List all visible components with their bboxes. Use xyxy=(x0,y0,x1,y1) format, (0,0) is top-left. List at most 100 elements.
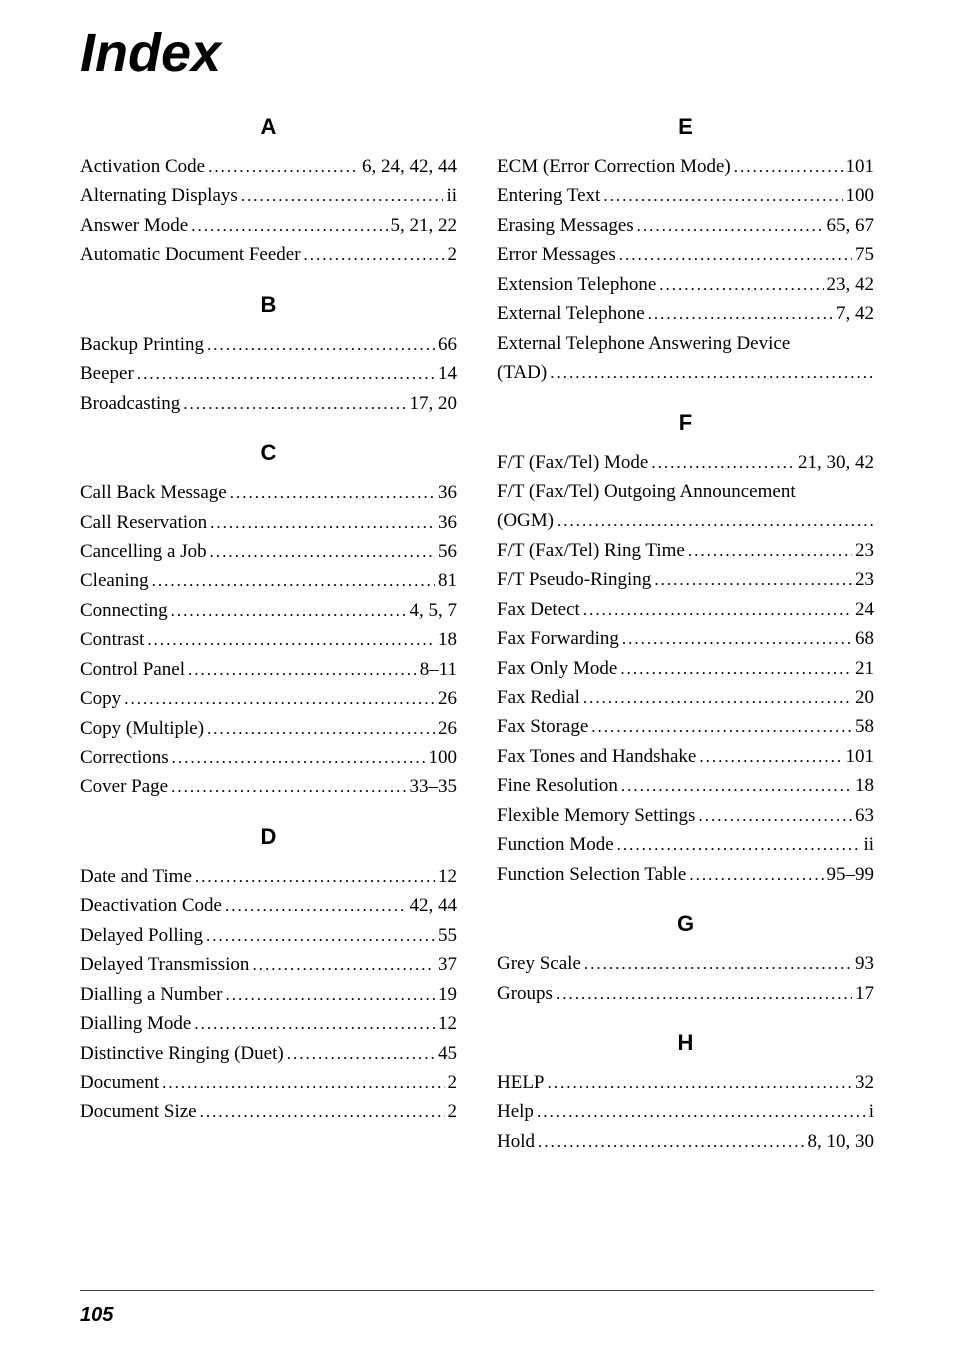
index-entry-label: Grey Scale xyxy=(497,949,581,978)
index-entry-label: Fax Storage xyxy=(497,712,588,741)
index-entry-page: 68 xyxy=(855,624,874,653)
index-entry-page: 8, 10, 30 xyxy=(808,1127,875,1156)
leader-dots xyxy=(550,360,874,386)
index-entry: Document2 xyxy=(80,1068,457,1097)
index-entry-label: Call Back Message xyxy=(80,478,227,507)
index-entry: Erasing Messages65, 67 xyxy=(497,211,874,240)
section-heading-f: F xyxy=(497,410,874,436)
index-entry-wrap-e: External Telephone Answering Device (TAD… xyxy=(497,329,874,388)
leader-dots xyxy=(206,923,435,949)
leader-dots xyxy=(287,1041,435,1067)
index-entry-page: 100 xyxy=(429,743,458,772)
index-entry: Fax Storage58 xyxy=(497,712,874,741)
leader-dots xyxy=(654,567,852,593)
index-entry: Activation Code6, 24, 42, 44 xyxy=(80,152,457,181)
index-entry-page: 32 xyxy=(855,1068,874,1097)
index-entry-label: Function Mode xyxy=(497,830,614,859)
index-entry: Cancelling a Job56 xyxy=(80,537,457,566)
index-entry: Corrections100 xyxy=(80,743,457,772)
index-entry-page: ii xyxy=(446,181,457,210)
index-entry: F/T Pseudo-Ringing23 xyxy=(497,565,874,594)
index-entry: Fax Redial20 xyxy=(497,683,874,712)
section-b-entries: Backup Printing66Beeper14Broadcasting17,… xyxy=(80,330,457,418)
index-entry-page: 26 xyxy=(438,684,457,713)
index-entry-label: Backup Printing xyxy=(80,330,204,359)
leader-dots xyxy=(225,982,435,1008)
index-entry-page: 45 xyxy=(438,1039,457,1068)
index-entry-page: 2 xyxy=(448,1097,458,1126)
leader-dots xyxy=(699,744,842,770)
index-entry-label: Contrast xyxy=(80,625,144,654)
index-entry-page: 20 xyxy=(855,683,874,712)
index-entry-label: Flexible Memory Settings xyxy=(497,801,695,830)
index-entry-label: F/T Pseudo-Ringing xyxy=(497,565,651,594)
index-entry: Function Modeii xyxy=(497,830,874,859)
left-column: A Activation Code6, 24, 42, 44Alternatin… xyxy=(80,114,457,1156)
section-heading-d: D xyxy=(80,824,457,850)
leader-dots xyxy=(583,597,852,623)
index-entry-page: 81 xyxy=(438,566,457,595)
index-entry: Answer Mode5, 21, 22 xyxy=(80,211,457,240)
index-entry-label: Fax Tones and Handshake xyxy=(497,742,696,771)
index-entry-label: Erasing Messages xyxy=(497,211,634,240)
index-entry: Contrast 18 xyxy=(80,625,457,654)
leader-dots xyxy=(583,685,852,711)
section-c-entries: Call Back Message36Call Reservation36Can… xyxy=(80,478,457,802)
footer-rule xyxy=(80,1290,874,1291)
index-entry: ECM (Error Correction Mode)101 xyxy=(497,152,874,181)
leader-dots xyxy=(207,332,435,358)
index-entry-page: 2 xyxy=(448,1068,458,1097)
index-entry-label: Fine Resolution xyxy=(497,771,618,800)
index-entry-page: 18 xyxy=(438,625,457,654)
index-entry-sublabel: (OGM) xyxy=(497,506,554,535)
index-entry-label: Date and Time xyxy=(80,862,192,891)
index-entry: Groups17 xyxy=(497,979,874,1008)
index-entry-sublabel: (TAD) xyxy=(497,358,547,387)
index-entry-page: 93 xyxy=(855,949,874,978)
leader-dots xyxy=(124,686,435,712)
section-heading-b: B xyxy=(80,292,457,318)
index-entry-label: Fax Forwarding xyxy=(497,624,619,653)
leader-dots xyxy=(210,510,435,536)
index-entry-page: 7, 42 xyxy=(836,299,874,328)
index-entry-label: Fax Only Mode xyxy=(497,654,617,683)
index-entry-label: Dialling Mode xyxy=(80,1009,191,1038)
section-e-entries: ECM (Error Correction Mode)101Entering T… xyxy=(497,152,874,329)
index-entry: Distinctive Ringing (Duet)45 xyxy=(80,1039,457,1068)
index-entry-label: Groups xyxy=(497,979,553,1008)
leader-dots xyxy=(171,598,407,624)
leader-dots xyxy=(537,1099,866,1125)
index-entry: HELP32 xyxy=(497,1068,874,1097)
index-entry: Error Messages75 xyxy=(497,240,874,269)
section-f-entries-rest: F/T (Fax/Tel) Ring Time23F/T Pseudo-Ring… xyxy=(497,536,874,889)
index-entry-page: 18 xyxy=(855,771,874,800)
leader-dots xyxy=(698,803,852,829)
leader-dots xyxy=(648,301,833,327)
index-entry-page: 66 xyxy=(438,330,457,359)
leader-dots xyxy=(152,568,435,594)
index-entry-label: Delayed Transmission xyxy=(80,950,249,979)
index-entry-page: 21 xyxy=(855,654,874,683)
index-entry-label: ECM (Error Correction Mode) xyxy=(497,152,731,181)
index-entry-wrap-f: F/T (Fax/Tel) Outgoing Announcement (OGM… xyxy=(497,477,874,536)
leader-dots xyxy=(617,832,861,858)
index-entry-label: Automatic Document Feeder xyxy=(80,240,301,269)
index-entry-page: 37 xyxy=(438,950,457,979)
index-entry: Automatic Document Feeder2 xyxy=(80,240,457,269)
leader-dots xyxy=(183,391,406,417)
leader-dots xyxy=(208,154,359,180)
leader-dots xyxy=(584,951,852,977)
index-entry: Broadcasting17, 20 xyxy=(80,389,457,418)
index-entry-label: Fax Detect xyxy=(497,595,580,624)
index-entry-label: F/T (Fax/Tel) Mode xyxy=(497,448,648,477)
right-column: E ECM (Error Correction Mode)101Entering… xyxy=(497,114,874,1156)
leader-dots xyxy=(621,773,852,799)
index-entry-label: Alternating Displays xyxy=(80,181,238,210)
index-entry-label: Cancelling a Job xyxy=(80,537,207,566)
page-title: Index xyxy=(80,22,874,84)
index-entry-page: i xyxy=(869,1097,874,1126)
leader-dots xyxy=(548,1070,853,1096)
section-g-entries: Grey Scale 93Groups17 xyxy=(497,949,874,1008)
leader-dots xyxy=(188,657,417,683)
leader-dots xyxy=(637,213,824,239)
